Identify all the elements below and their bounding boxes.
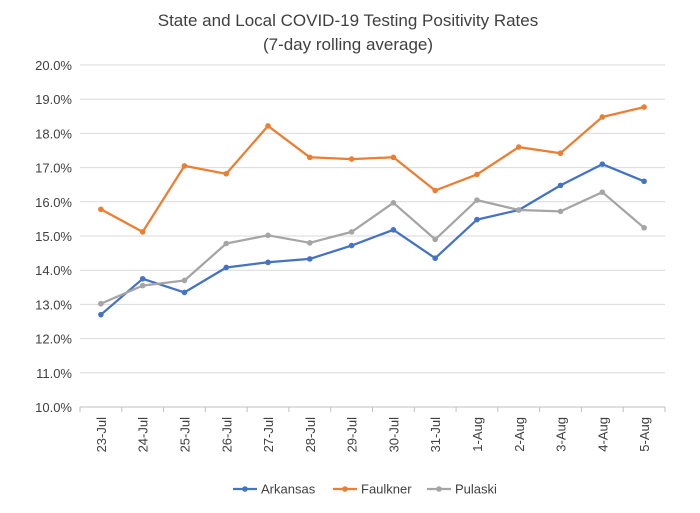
data-point bbox=[432, 187, 438, 194]
data-point bbox=[599, 189, 606, 196]
series-line-arkansas bbox=[99, 163, 646, 316]
x-tick-label: 3-Aug bbox=[554, 417, 569, 452]
legend-label: Pulaski bbox=[455, 482, 497, 497]
data-point bbox=[390, 227, 397, 233]
legend-label: Arkansas bbox=[261, 482, 316, 497]
y-tick-label: 12.0% bbox=[35, 332, 72, 347]
legend: Arkansas Faulkner Pulaski bbox=[233, 482, 497, 497]
data-point bbox=[98, 311, 104, 318]
series-faulkner bbox=[98, 104, 647, 235]
y-tick-labels: 10.0% 11.0% 12.0% 13.0% 14.0% 15.0% 16.0% 17.0%… bbox=[35, 58, 72, 415]
legend-item-arkansas: Arkansas bbox=[233, 482, 316, 497]
series-line-faulkner bbox=[99, 105, 646, 234]
data-point bbox=[641, 178, 647, 185]
data-point bbox=[348, 242, 355, 249]
legend-item-faulkner: Faulkner bbox=[333, 482, 412, 497]
data-point bbox=[181, 163, 188, 169]
data-point bbox=[557, 182, 564, 189]
y-tick-label: 10.0% bbox=[35, 400, 72, 415]
data-point bbox=[515, 144, 522, 150]
chart-subtitle: (7-day rolling average) bbox=[263, 35, 433, 54]
x-tick-label: 26-Jul bbox=[219, 417, 234, 453]
x-tick-label: 30-Jul bbox=[386, 417, 401, 453]
data-point bbox=[599, 161, 606, 167]
chart-title: State and Local COVID-19 Testing Positiv… bbox=[158, 11, 538, 30]
data-point bbox=[557, 208, 564, 215]
data-point bbox=[474, 197, 480, 203]
data-point bbox=[432, 255, 438, 262]
data-point bbox=[599, 114, 606, 120]
data-point bbox=[432, 236, 438, 243]
legend-marker bbox=[342, 486, 348, 492]
y-tick-label: 16.0% bbox=[35, 195, 72, 210]
data-point bbox=[265, 259, 271, 266]
y-tick-label: 14.0% bbox=[35, 263, 72, 278]
gridlines bbox=[80, 64, 665, 374]
axes bbox=[79, 406, 666, 412]
data-point bbox=[265, 232, 271, 239]
data-point bbox=[348, 156, 355, 162]
data-point bbox=[474, 171, 480, 178]
data-point bbox=[307, 154, 313, 161]
data-point bbox=[515, 207, 522, 213]
legend-marker bbox=[436, 486, 442, 492]
y-tick-label: 18.0% bbox=[35, 126, 72, 141]
series bbox=[98, 104, 647, 318]
data-point bbox=[641, 224, 647, 231]
data-point bbox=[390, 154, 397, 161]
series-line-pulaski bbox=[99, 191, 646, 305]
data-point bbox=[223, 240, 230, 247]
legend-marker bbox=[242, 486, 248, 492]
x-tick-label: 28-Jul bbox=[303, 417, 318, 453]
y-tick-label: 19.0% bbox=[35, 92, 72, 107]
legend-label: Faulkner bbox=[361, 482, 412, 497]
data-point bbox=[98, 206, 104, 213]
data-point bbox=[181, 289, 188, 296]
y-tick-label: 17.0% bbox=[35, 161, 72, 176]
legend-item-pulaski: Pulaski bbox=[427, 482, 497, 497]
data-point bbox=[139, 282, 146, 289]
x-tick-label: 4-Aug bbox=[595, 417, 610, 452]
x-tick-label: 27-Jul bbox=[261, 417, 276, 453]
data-point bbox=[139, 229, 146, 235]
y-tick-label: 13.0% bbox=[35, 297, 72, 312]
x-tick-label: 31-Jul bbox=[428, 417, 443, 453]
data-point bbox=[474, 216, 480, 223]
x-tick-label: 2-Aug bbox=[512, 417, 527, 452]
data-point bbox=[181, 277, 188, 284]
data-point bbox=[348, 229, 355, 235]
data-point bbox=[390, 200, 397, 206]
data-point bbox=[265, 123, 271, 129]
y-tick-label: 15.0% bbox=[35, 229, 72, 244]
x-tick-label: 1-Aug bbox=[470, 417, 485, 452]
data-point bbox=[641, 104, 647, 110]
data-point bbox=[139, 275, 146, 282]
x-tick-label: 23-Jul bbox=[94, 417, 109, 453]
data-point bbox=[223, 170, 230, 177]
data-point bbox=[223, 264, 230, 271]
data-point bbox=[307, 240, 313, 246]
x-tick-label: 29-Jul bbox=[345, 417, 360, 453]
data-point bbox=[98, 300, 104, 307]
data-point bbox=[307, 256, 313, 262]
x-tick-label: 24-Jul bbox=[136, 417, 151, 453]
x-tick-label: 5-Aug bbox=[637, 417, 652, 452]
data-point bbox=[557, 150, 564, 157]
x-tick-labels: 23-Jul 24-Jul 25-Jul 26-Jul 27-Jul 28-Jul 29-J… bbox=[94, 417, 652, 453]
y-tick-label: 20.0% bbox=[35, 58, 72, 73]
series-arkansas bbox=[98, 161, 647, 318]
y-tick-label: 11.0% bbox=[36, 366, 72, 381]
series-pulaski bbox=[98, 189, 647, 307]
x-tick-label: 25-Jul bbox=[177, 417, 192, 453]
